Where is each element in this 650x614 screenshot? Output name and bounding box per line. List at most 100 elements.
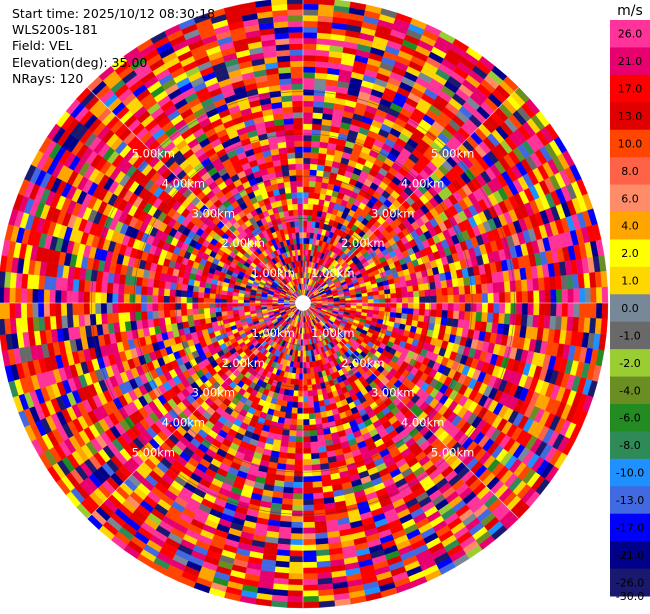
velocity-gate [9, 287, 16, 304]
velocity-gate [475, 284, 483, 295]
velocity-gate [293, 470, 304, 477]
velocity-gate [314, 72, 328, 80]
velocity-gate [203, 302, 210, 309]
velocity-gate [287, 596, 304, 603]
velocity-gate [440, 280, 448, 289]
velocity-gate [389, 288, 397, 294]
velocity-gate [470, 293, 477, 304]
velocity-gate [311, 469, 322, 477]
velocity-gate [95, 281, 103, 293]
velocity-gate [302, 106, 314, 113]
velocity-gate [313, 509, 326, 517]
velocity-gate [315, 181, 323, 189]
velocity-gate [356, 299, 363, 304]
velocity-gate [441, 287, 449, 296]
velocity-gate [312, 486, 324, 494]
velocity-gate [464, 311, 471, 321]
velocity-gate [302, 169, 311, 176]
velocity-gate [305, 361, 310, 369]
velocity-gate [186, 290, 193, 298]
velocity-gate [310, 152, 319, 159]
velocity-gate [302, 186, 310, 193]
velocity-gate [390, 307, 397, 313]
velocity-gate [302, 112, 314, 119]
velocity-gate [413, 290, 420, 298]
velocity-gate [135, 311, 142, 321]
velocity-gate [538, 302, 546, 316]
velocity-gate [407, 302, 414, 309]
velocity-gate [288, 430, 297, 437]
velocity-gate [578, 302, 586, 318]
velocity-gate [288, 435, 297, 443]
velocity-gate [413, 308, 420, 316]
velocity-gate [284, 469, 295, 477]
velocity-gate [66, 290, 73, 304]
velocity-gate [302, 66, 316, 73]
velocity-gate [169, 295, 176, 304]
velocity-gate [504, 291, 512, 304]
velocity-gate [317, 394, 324, 402]
velocity-gate [307, 209, 313, 216]
velocity-gate [186, 284, 194, 292]
velocity-gate [295, 436, 304, 443]
velocity-gate [302, 384, 308, 392]
velocity-gate [302, 43, 317, 50]
velocity-gate [118, 283, 125, 294]
velocity-gate [43, 289, 50, 304]
velocity-gate [192, 302, 199, 309]
velocity-gate [308, 197, 315, 205]
velocity-gate [290, 413, 298, 420]
velocity-gate [197, 302, 204, 309]
velocity-gate [192, 285, 200, 293]
velocity-gate [291, 407, 298, 414]
velocity-gate [510, 302, 517, 315]
velocity-gate [117, 293, 125, 304]
velocity-gate [314, 515, 327, 523]
velocity-gate [509, 280, 517, 293]
velocity-gate [350, 297, 357, 301]
velocity-gate [209, 302, 216, 309]
velocity-gate [302, 20, 318, 28]
velocity-gate [298, 384, 304, 392]
velocity-gate [14, 287, 22, 304]
velocity-gate [492, 312, 500, 324]
velocity-gate [302, 220, 308, 227]
velocity-gate [112, 312, 120, 324]
velocity-gate [378, 294, 386, 300]
velocity-gate [192, 297, 199, 304]
velocity-gate [434, 316, 442, 325]
velocity-gate [282, 492, 294, 500]
velocity-gate [556, 289, 563, 304]
velocity-gate [89, 313, 97, 326]
velocity-gate [140, 285, 148, 295]
velocity-gate [26, 302, 33, 318]
ppi-svg: 1.00km1.00km1.00km1.00km2.00km2.00km2.00… [0, 0, 609, 609]
velocity-gate [214, 302, 222, 308]
velocity-gate [311, 464, 321, 471]
velocity-gate [302, 72, 316, 79]
velocity-gate [226, 302, 233, 308]
velocity-gate [20, 302, 28, 318]
velocity-gate [291, 516, 304, 523]
velocity-gate [302, 89, 315, 96]
velocity-gate [312, 481, 323, 488]
velocity-gate [100, 313, 108, 325]
velocity-gate [362, 299, 369, 304]
velocity-gate [308, 180, 316, 188]
velocity-gate [378, 306, 386, 312]
velocity-gate [538, 290, 546, 304]
velocity-gate [430, 295, 437, 304]
velocity-gate [287, 584, 304, 592]
velocity-gate [395, 287, 402, 294]
velocity-gate [567, 302, 574, 318]
velocity-gate [312, 492, 324, 500]
velocity-gate [469, 311, 477, 322]
velocity-gate [83, 302, 90, 315]
velocity-gate [232, 306, 239, 311]
velocity-gate [379, 302, 386, 308]
velocity-gate [3, 287, 10, 304]
velocity-gate [436, 295, 443, 304]
velocity-gate [192, 308, 199, 315]
velocity-gate [313, 89, 326, 97]
velocity-gate [302, 556, 317, 563]
